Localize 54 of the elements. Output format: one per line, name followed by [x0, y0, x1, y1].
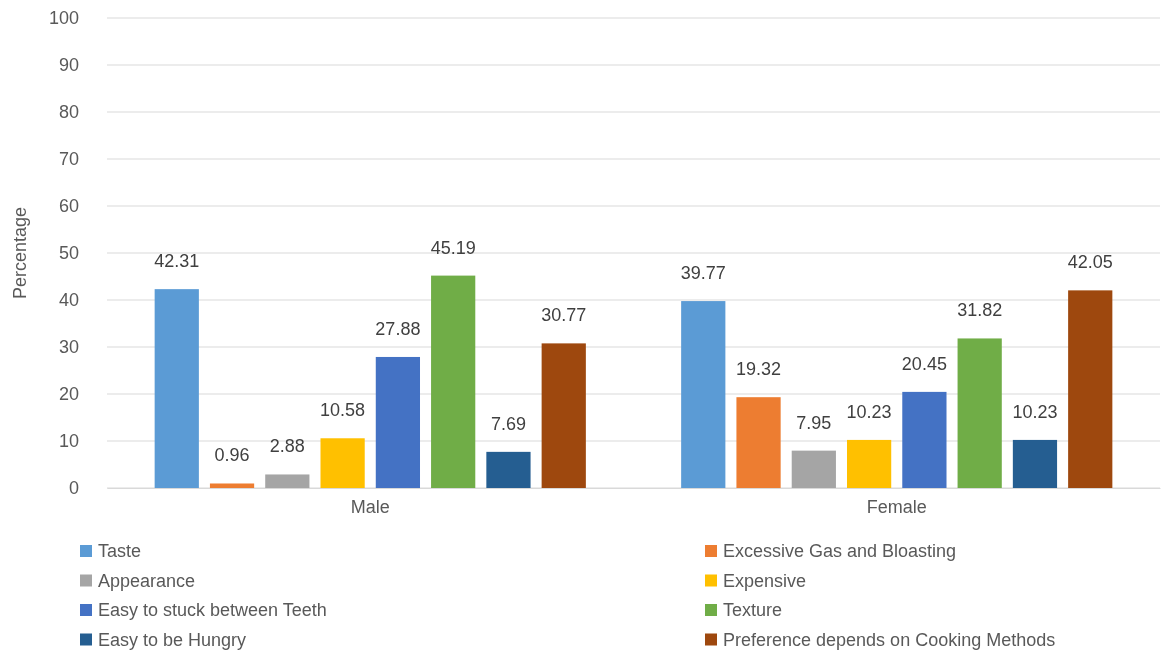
bar: [320, 438, 365, 488]
data-label: 45.19: [430, 237, 476, 258]
y-tick-label: 50: [58, 243, 79, 264]
bar: [736, 397, 781, 488]
x-tick-label: Male: [350, 496, 390, 517]
y-tick-label: 70: [58, 149, 79, 170]
bar: [431, 275, 476, 488]
y-tick-label: 0: [68, 478, 79, 499]
data-label: 27.88: [375, 318, 421, 339]
data-label: 42.31: [154, 251, 200, 272]
bar: [957, 338, 1002, 488]
legend-label: Taste: [98, 541, 142, 561]
x-tick-label: Female: [866, 496, 927, 517]
bar: [209, 483, 255, 488]
data-label: 10.23: [1012, 401, 1058, 422]
data-label: 0.96: [214, 445, 250, 466]
data-label: 20.45: [901, 353, 947, 374]
y-tick-label: 90: [58, 55, 79, 76]
legend-label: Preference depends on Cooking Methods: [723, 629, 1056, 650]
bar: [486, 451, 531, 488]
data-label: 7.69: [490, 413, 526, 434]
bar: [154, 289, 199, 488]
legend-label: Expensive: [723, 570, 807, 591]
y-tick-label: 40: [58, 290, 79, 311]
data-label: 39.77: [680, 263, 726, 284]
legend-label: Easy to stuck between Teeth: [98, 600, 327, 620]
bar: [681, 301, 726, 488]
y-tick-label: 10: [58, 431, 79, 452]
y-axis-title: Percentage: [10, 206, 30, 300]
data-label: 2.88: [269, 436, 305, 457]
bar: [541, 343, 586, 488]
bar: [1012, 439, 1058, 488]
y-tick-label: 100: [48, 8, 79, 29]
legend-label: Excessive Gas and Bloasting: [723, 541, 957, 561]
legend-label: Appearance: [98, 570, 196, 591]
legend-label: Easy to be Hungry: [98, 629, 247, 650]
y-tick-label: 30: [58, 337, 79, 358]
data-label: 30.77: [541, 305, 587, 326]
bar: [1068, 290, 1113, 488]
bar: [375, 356, 420, 488]
bar: [265, 474, 310, 488]
y-tick-label: 60: [58, 196, 79, 217]
data-label: 19.32: [736, 359, 782, 380]
bar: [847, 439, 892, 488]
y-tick-label: 80: [58, 102, 79, 123]
legend-label: Texture: [723, 600, 783, 620]
data-label: 10.58: [320, 400, 366, 421]
data-label: 10.23: [846, 401, 892, 422]
bar: [791, 450, 836, 488]
bar: [902, 391, 947, 488]
y-tick-label: 20: [58, 384, 79, 405]
data-label: 31.82: [957, 300, 1003, 321]
data-label: 7.95: [796, 412, 832, 433]
data-label: 42.05: [1067, 252, 1113, 273]
